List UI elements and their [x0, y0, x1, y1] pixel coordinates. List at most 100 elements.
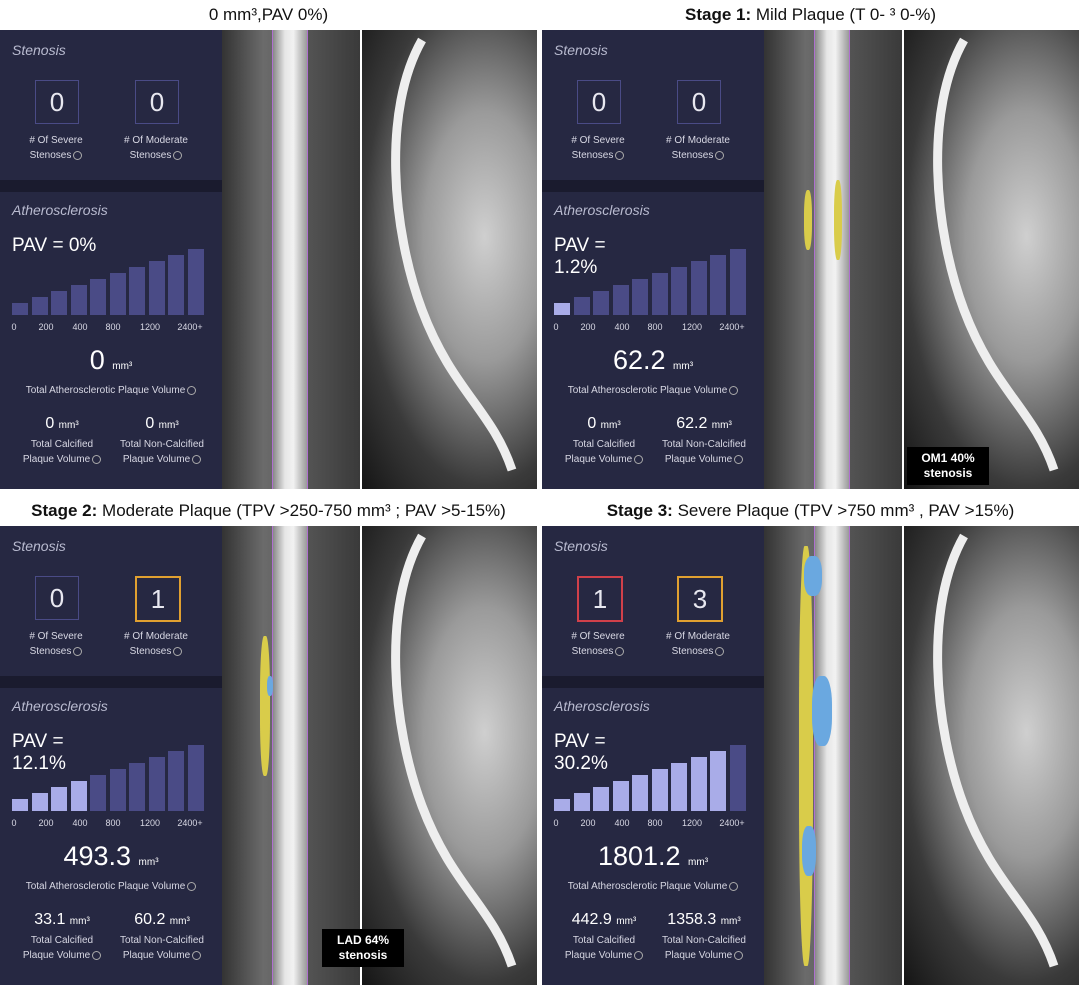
scale-label: 0: [11, 818, 17, 828]
section-label: Atherosclerosis: [554, 698, 650, 714]
gauge-bar: [31, 793, 48, 811]
scale-label: 400: [72, 322, 88, 332]
info-icon: [715, 646, 725, 656]
label-text: Total Calcified Plaque Volume: [22, 935, 94, 961]
stenosis-count: 0: [35, 576, 79, 620]
gauge-bar: [651, 769, 668, 811]
gauge-bar: [651, 273, 668, 315]
panel-heading: 0 mm³,PAV 0%): [0, 0, 537, 30]
annotation: LAD 64% stenosis: [322, 929, 404, 967]
gauge-bar: [168, 751, 184, 811]
stenosis-label: # Of Severe Stenoses: [11, 133, 101, 163]
gauge-bar: [129, 267, 145, 315]
info-icon: [634, 950, 644, 960]
unit: mm³: [673, 361, 694, 372]
pav-value: PAV = 12.1%: [12, 731, 66, 774]
sidebar: Stenosis 0 # Of Severe Stenoses 0 # Of Moder…: [542, 30, 764, 489]
gauge-bar: [148, 757, 165, 811]
label-text: # Of Severe Stenoses: [571, 135, 625, 161]
scale-label: 0: [553, 818, 559, 828]
stenosis-label: # Of Severe Stenoses: [553, 133, 643, 163]
artery: [391, 37, 517, 472]
stenosis-count: 0: [577, 80, 621, 124]
value: 0: [45, 415, 55, 432]
label-text: Total Calcified Plaque Volume: [564, 935, 636, 961]
label-text: # Of Severe Stenoses: [29, 631, 83, 657]
gauge-bar: [671, 267, 687, 315]
panel: Stage 1: Mild Plaque (T 0- ³ 0-%) OM1 40%…: [542, 0, 1079, 489]
volume-label: Total Non-Calcified Plaque Volume: [117, 437, 207, 467]
gauge-bar: [632, 279, 648, 315]
volume-value: 0 mm³: [554, 415, 654, 433]
label-text: Total Atherosclerotic Plaque Volume: [25, 881, 186, 892]
stage-label: Stage 2:: [31, 501, 98, 520]
label-text: Total Non-Calcified Plaque Volume: [120, 935, 204, 961]
stenosis-label: # Of Severe Stenoses: [11, 629, 101, 659]
info-icon: [73, 646, 83, 656]
scale-label: 400: [72, 818, 88, 828]
gauge-bar: [90, 775, 106, 811]
stenosis-label: # Of Moderate Stenoses: [653, 629, 743, 659]
gauge-bar: [129, 763, 145, 811]
gauge-bar: [70, 285, 87, 315]
volume-value: 442.9 mm³: [554, 911, 654, 929]
volume-label: Total Non-Calcified Plaque Volume: [659, 933, 749, 963]
scale-label: 1200: [139, 322, 161, 332]
info-icon: [173, 150, 183, 160]
unit: mm³: [69, 916, 90, 927]
gauge-bar: [51, 787, 67, 811]
value: 62.2: [612, 345, 666, 375]
total-volume: 62.2 mm³: [542, 345, 764, 376]
gauge-bar: [612, 781, 629, 811]
gauge-bar: [90, 279, 106, 315]
scale-label: 2400+: [177, 322, 203, 332]
gauge-bar: [109, 273, 126, 315]
scale-label: 200: [38, 818, 54, 828]
gauge-bar: [671, 763, 687, 811]
volume-value: 0 mm³: [112, 415, 212, 433]
stage-label: Stage 3:: [606, 501, 673, 520]
pav-value: PAV = 1.2%: [554, 235, 606, 278]
info-icon: [192, 950, 202, 960]
unit: mm³: [720, 916, 741, 927]
label-text: Total Non-Calcified Plaque Volume: [662, 439, 746, 465]
info-icon: [187, 881, 197, 891]
stenosis-count: 1: [577, 576, 623, 622]
gauge-bar: [690, 261, 707, 315]
unit: mm³: [688, 857, 709, 868]
volume-label: Total Non-Calcified Plaque Volume: [117, 933, 207, 963]
label-text: # Of Severe Stenoses: [571, 631, 625, 657]
value: 62.2: [676, 415, 708, 432]
total-volume: 493.3 mm³: [0, 841, 222, 872]
stenosis-count: 0: [677, 80, 721, 124]
gauge-bar: [710, 255, 726, 315]
heading-text: Mild Plaque (T 0- ³ 0-%): [755, 5, 936, 24]
straightened-vessel-image: [764, 526, 902, 985]
section-label: Stenosis: [554, 538, 608, 554]
gauge-bar: [554, 303, 570, 315]
unit: mm³: [711, 420, 732, 431]
info-icon: [734, 454, 744, 464]
info-icon: [729, 385, 739, 395]
scale-label: 2400+: [177, 818, 203, 828]
info-icon: [615, 646, 625, 656]
gauge-bar: [168, 255, 184, 315]
info-icon: [734, 950, 744, 960]
info-icon: [715, 150, 725, 160]
panel: Stage 3: Severe Plaque (TPV >750 mm³ , P…: [542, 496, 1079, 985]
plaque: [260, 636, 270, 776]
gauge-bar: [612, 285, 629, 315]
unit: mm³: [600, 420, 621, 431]
plaque: [799, 546, 813, 966]
separator: [542, 180, 764, 192]
value: 0: [89, 345, 105, 375]
gauge-bar: [573, 793, 590, 811]
section-label: Stenosis: [12, 42, 66, 58]
label-text: Total Atherosclerotic Plaque Volume: [25, 385, 186, 396]
scale-label: 400: [614, 322, 630, 332]
plaque: [802, 826, 816, 876]
label-text: # Of Severe Stenoses: [29, 135, 83, 161]
total-label: Total Atherosclerotic Plaque Volume: [0, 383, 222, 398]
artery: [933, 533, 1059, 968]
